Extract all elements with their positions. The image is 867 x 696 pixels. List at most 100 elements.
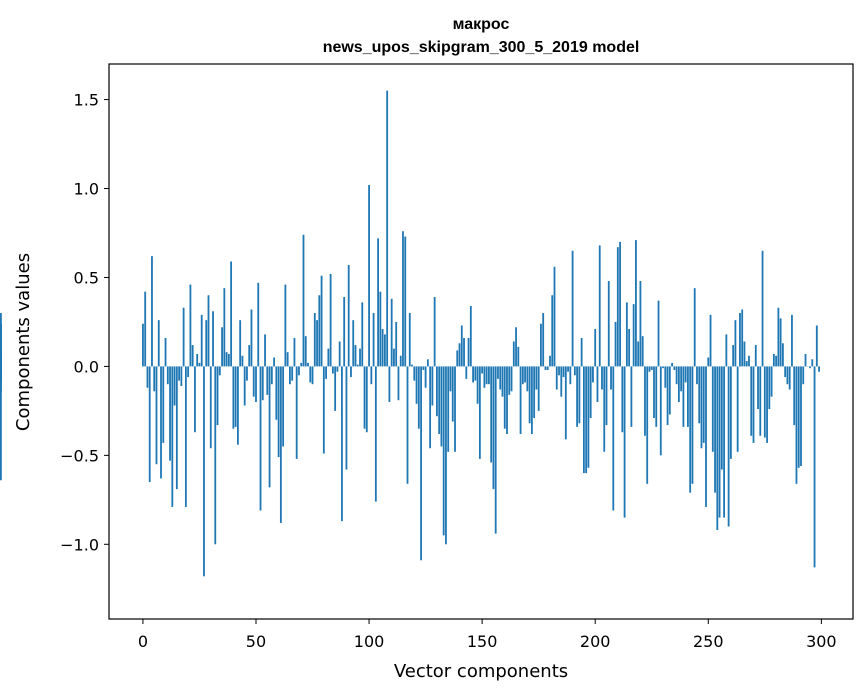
bar-165: [515, 327, 517, 367]
bar-101: [370, 366, 373, 385]
bar-298: [815, 325, 818, 367]
bar-135: [447, 366, 450, 452]
bar-254: [716, 366, 719, 531]
bar-130: [436, 366, 438, 417]
bar-280: [775, 355, 778, 367]
bar-209: [614, 321, 617, 367]
bar-291: [800, 366, 802, 467]
bar-289: [795, 366, 798, 484]
bar-173: [533, 366, 536, 418]
bar-136: [449, 366, 452, 392]
bar-258: [725, 334, 728, 367]
bar-202: [598, 245, 601, 367]
bar-253: [714, 366, 716, 493]
bar-114: [399, 355, 402, 367]
bar-288: [793, 366, 796, 426]
bar-234: [671, 362, 673, 367]
bar-203: [601, 366, 603, 390]
bar-48: [250, 309, 253, 367]
bar-52: [259, 366, 262, 511]
bar-169: [524, 366, 526, 383]
bar-160: [503, 366, 506, 429]
bar-22: [191, 345, 194, 367]
bar-72: [304, 336, 307, 367]
bar-243: [691, 366, 694, 484]
bar-2: [146, 366, 149, 388]
bar-139: [456, 350, 459, 367]
bar-107: [383, 334, 386, 367]
bar-181: [551, 295, 554, 367]
bar-232: [666, 366, 669, 426]
bar-20: [187, 366, 190, 378]
x-tick-label: 100: [354, 632, 385, 651]
bar-221: [641, 336, 644, 367]
bar-244: [693, 288, 696, 367]
bar-229: [659, 366, 662, 456]
bar-237: [677, 366, 680, 402]
bar-226: [653, 366, 655, 418]
bar-217: [632, 304, 635, 367]
bar-23: [194, 366, 196, 433]
bar-272: [757, 366, 759, 410]
bar-129: [433, 297, 436, 367]
bar-147: [474, 366, 477, 381]
bar-19: [184, 366, 187, 507]
bar-264: [739, 313, 741, 367]
bar-149: [478, 366, 481, 459]
bar-83: [329, 273, 332, 367]
bar-121: [415, 366, 418, 404]
bar-197: [587, 366, 590, 468]
bar-227: [655, 366, 658, 427]
x-axis-ticks: 0 50 100 150 200 250 300: [138, 619, 837, 651]
bar-261: [732, 345, 735, 367]
bar-series: [0, 90, 820, 577]
bar-80: [322, 366, 325, 454]
bar-113: [397, 366, 400, 401]
bar-204: [603, 366, 606, 452]
bar-104: [377, 238, 380, 367]
chart-title-line-1: макрос: [453, 16, 510, 33]
bar-93: [352, 320, 355, 367]
bar-63: [284, 284, 287, 367]
bar-246: [698, 366, 701, 424]
bar-199: [592, 366, 594, 383]
bar-undefined: [0, 313, 2, 367]
bar-122: [417, 366, 420, 429]
bar-47: [248, 345, 251, 367]
bar-68: [295, 366, 298, 459]
bar-71: [302, 234, 305, 367]
bar-161: [506, 366, 508, 434]
bar-275: [763, 366, 766, 438]
bar-152: [485, 366, 488, 385]
bar-172: [530, 366, 533, 434]
bar-30: [209, 366, 212, 449]
bar-14: [173, 366, 176, 406]
bar-38: [227, 353, 230, 367]
bar-10: [164, 337, 167, 367]
bar-242: [689, 366, 692, 493]
bar-137: [451, 366, 454, 422]
bar-186: [562, 366, 565, 378]
bar-251: [709, 314, 712, 367]
bar-24: [196, 353, 199, 367]
bar-177: [542, 313, 545, 367]
bar-57: [270, 366, 273, 385]
bar-16: [178, 366, 181, 381]
bar-188: [567, 366, 569, 372]
bar-145: [469, 305, 472, 367]
bar-178: [544, 366, 547, 370]
bar-273: [759, 366, 762, 436]
bar-5: [153, 366, 156, 392]
bar-65: [289, 366, 291, 385]
bar-60: [277, 366, 280, 458]
bar-53: [261, 366, 264, 401]
bar-undefined: [0, 366, 2, 481]
bar-85: [334, 366, 337, 411]
bar-112: [395, 321, 398, 367]
bar-158: [499, 366, 502, 390]
bar-99: [365, 366, 368, 433]
bar-120: [413, 366, 416, 381]
bar-91: [347, 265, 350, 367]
bar-151: [483, 366, 486, 388]
bar-94: [354, 345, 357, 367]
